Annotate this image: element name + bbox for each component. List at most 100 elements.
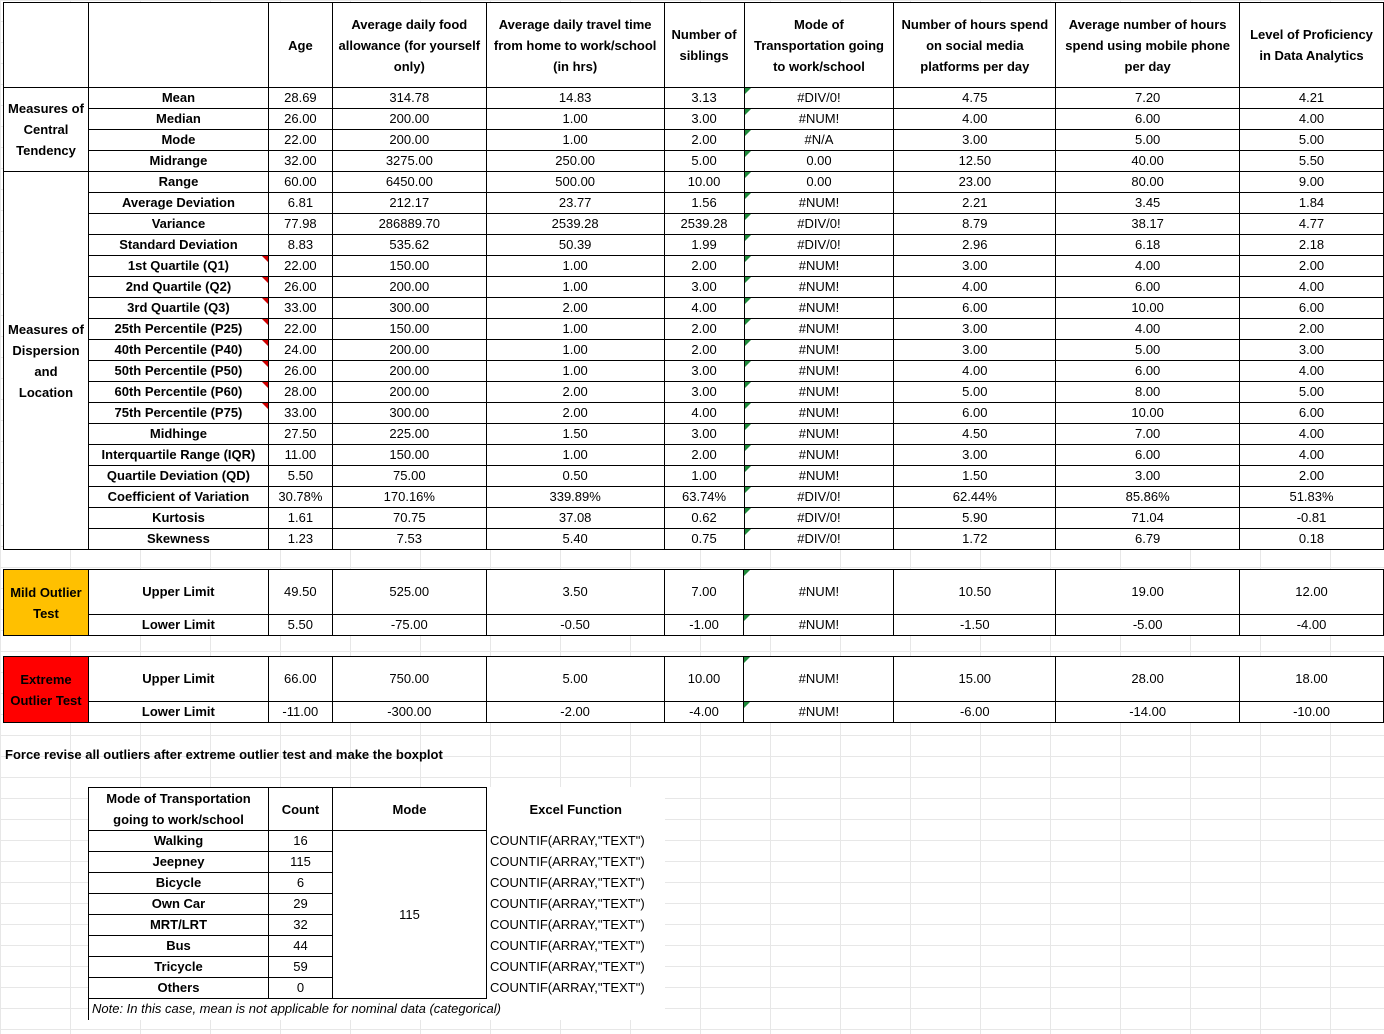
stat-cell[interactable]: 6.00	[893, 297, 1057, 319]
extreme-upper-label[interactable]: Upper Limit	[87, 656, 269, 702]
stat-cell[interactable]: 50.39	[485, 234, 665, 256]
stat-cell[interactable]: 6.00	[1055, 276, 1241, 298]
transport-name[interactable]: Others	[88, 977, 269, 999]
stat-cell[interactable]: 22.00	[267, 129, 333, 151]
stat-cell[interactable]: 14.83	[485, 87, 665, 109]
stat-cell[interactable]: 535.62	[331, 234, 487, 256]
mild-upper-cell[interactable]: 19.00	[1055, 569, 1241, 615]
stat-cell[interactable]: 8.00	[1055, 381, 1241, 403]
stat-cell[interactable]: 7.20	[1055, 87, 1241, 109]
stat-cell[interactable]: 314.78	[331, 87, 487, 109]
stat-cell[interactable]: #NUM!	[743, 360, 895, 382]
stat-label[interactable]: 50th Percentile (P50)	[87, 360, 269, 382]
transport-count[interactable]: 44	[268, 935, 333, 957]
stat-cell[interactable]: 5.00	[1239, 381, 1384, 403]
stat-label[interactable]: 1st Quartile (Q1)	[87, 255, 269, 277]
transport-name[interactable]: Walking	[88, 830, 269, 852]
stat-cell[interactable]: 10.00	[663, 171, 745, 193]
stat-cell[interactable]: 2.21	[893, 192, 1057, 214]
stat-cell[interactable]: 5.00	[893, 381, 1057, 403]
stat-cell[interactable]: 250.00	[485, 150, 665, 172]
stat-label[interactable]: 25th Percentile (P25)	[87, 318, 269, 340]
stat-cell[interactable]: 0.00	[743, 171, 895, 193]
stat-cell[interactable]: 5.00	[663, 150, 745, 172]
stat-cell[interactable]: #NUM!	[743, 276, 895, 298]
stat-cell[interactable]: #NUM!	[743, 297, 895, 319]
stat-cell[interactable]: 1.00	[485, 255, 665, 277]
stat-cell[interactable]: 85.86%	[1055, 486, 1241, 508]
mild-lower-cell[interactable]: #NUM!	[743, 614, 895, 636]
stat-cell[interactable]: 6.00	[1055, 444, 1241, 466]
stat-cell[interactable]: 212.17	[331, 192, 487, 214]
stat-cell[interactable]: 0.62	[663, 507, 745, 529]
stat-label[interactable]: Quartile Deviation (QD)	[87, 465, 269, 487]
extreme-lower-cell[interactable]: -6.00	[893, 701, 1057, 723]
stat-cell[interactable]: 3.00	[663, 108, 745, 130]
stat-cell[interactable]: 26.00	[267, 108, 333, 130]
extreme-upper-cell[interactable]: 5.00	[485, 656, 665, 702]
stat-cell[interactable]: 4.00	[1239, 276, 1384, 298]
stat-cell[interactable]: 3.00	[663, 423, 745, 445]
stat-cell[interactable]: #DIV/0!	[743, 486, 895, 508]
stat-cell[interactable]: 200.00	[331, 108, 487, 130]
stat-cell[interactable]: 200.00	[331, 360, 487, 382]
stat-cell[interactable]: 3.00	[663, 381, 745, 403]
nominal-data-note[interactable]: Note: In this case, mean is not applicab…	[88, 998, 665, 1020]
stat-cell[interactable]: 200.00	[331, 129, 487, 151]
column-header[interactable]: Level of Proficiency in Data Analytics	[1239, 2, 1384, 88]
stat-cell[interactable]: 6.00	[1055, 360, 1241, 382]
stat-cell[interactable]: 62.44%	[893, 486, 1057, 508]
stat-cell[interactable]: 2.00	[663, 255, 745, 277]
stat-cell[interactable]: 33.00	[267, 402, 333, 424]
stat-cell[interactable]: 6450.00	[331, 171, 487, 193]
stat-cell[interactable]: 6.79	[1055, 528, 1241, 550]
stat-cell[interactable]: #NUM!	[743, 402, 895, 424]
transport-count-header[interactable]: Count	[268, 787, 333, 831]
stat-cell[interactable]: 26.00	[267, 276, 333, 298]
stat-cell[interactable]: 1.00	[485, 108, 665, 130]
stat-cell[interactable]: 1.61	[267, 507, 333, 529]
stat-cell[interactable]: 6.00	[1239, 297, 1384, 319]
stat-cell[interactable]: 170.16%	[331, 486, 487, 508]
stat-cell[interactable]: 2539.28	[485, 213, 665, 235]
stat-cell[interactable]: 22.00	[267, 255, 333, 277]
stat-cell[interactable]: 2.00	[663, 318, 745, 340]
mild-lower-cell[interactable]: -0.50	[485, 614, 665, 636]
stat-cell[interactable]: 286889.70	[331, 213, 487, 235]
stat-cell[interactable]: #NUM!	[743, 423, 895, 445]
stat-cell[interactable]: 4.00	[1055, 255, 1241, 277]
stat-cell[interactable]: 38.17	[1055, 213, 1241, 235]
transport-name[interactable]: Own Car	[88, 893, 269, 915]
stat-cell[interactable]: 1.99	[663, 234, 745, 256]
transport-count[interactable]: 115	[268, 851, 333, 873]
column-header[interactable]: Average number of hours spend using mobi…	[1055, 2, 1241, 88]
stat-cell[interactable]: 2.96	[893, 234, 1057, 256]
stat-cell[interactable]: 9.00	[1239, 171, 1384, 193]
stat-cell[interactable]: 4.75	[893, 87, 1057, 109]
stat-cell[interactable]: 8.83	[267, 234, 333, 256]
stat-cell[interactable]: 2.00	[1239, 465, 1384, 487]
stat-cell[interactable]: 3.00	[663, 360, 745, 382]
stat-cell[interactable]: 3.13	[663, 87, 745, 109]
stat-cell[interactable]: 3275.00	[331, 150, 487, 172]
stat-cell[interactable]: 6.00	[1239, 402, 1384, 424]
stat-cell[interactable]: 0.50	[485, 465, 665, 487]
stat-cell[interactable]: 77.98	[267, 213, 333, 235]
stat-cell[interactable]: 2.00	[1239, 255, 1384, 277]
stat-cell[interactable]: 5.90	[893, 507, 1057, 529]
stat-cell[interactable]: #DIV/0!	[743, 528, 895, 550]
stat-cell[interactable]: 28.69	[267, 87, 333, 109]
transport-function[interactable]: COUNTIF(ARRAY,"TEXT")	[490, 875, 645, 890]
stat-cell[interactable]: #NUM!	[743, 339, 895, 361]
stat-cell[interactable]: 2539.28	[663, 213, 745, 235]
stat-cell[interactable]: 8.79	[893, 213, 1057, 235]
stat-cell[interactable]: 3.00	[893, 129, 1057, 151]
stat-cell[interactable]: #NUM!	[743, 381, 895, 403]
transport-count[interactable]: 32	[268, 914, 333, 936]
transport-name[interactable]: Bicycle	[88, 872, 269, 894]
stat-cell[interactable]: 500.00	[485, 171, 665, 193]
column-header[interactable]: Average daily travel time from home to w…	[485, 2, 665, 88]
stat-cell[interactable]: 3.00	[1239, 339, 1384, 361]
stat-label[interactable]: Mode	[87, 129, 269, 151]
stat-cell[interactable]: 70.75	[331, 507, 487, 529]
